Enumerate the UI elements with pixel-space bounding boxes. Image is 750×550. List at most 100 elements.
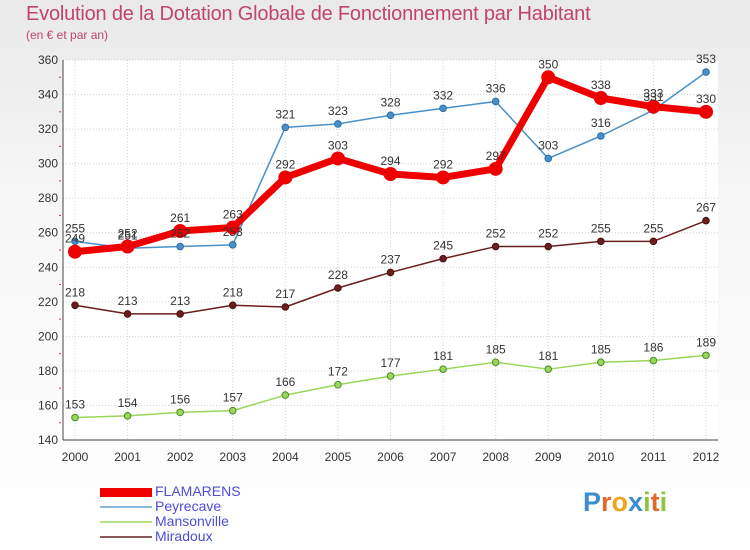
data-point-miradoux — [544, 242, 553, 251]
data-label-miradoux: 252 — [486, 227, 506, 241]
data-label-flamarens: 330 — [696, 92, 716, 106]
data-point-mansonville — [123, 412, 132, 420]
data-point-miradoux — [439, 254, 447, 263]
data-label-peyrecave: 251 — [118, 228, 138, 242]
data-point-miradoux — [649, 237, 658, 246]
data-label-mansonville: 177 — [380, 356, 400, 370]
data-point-miradoux — [334, 284, 342, 292]
data-label-miradoux: 245 — [433, 239, 453, 253]
data-point-miradoux — [386, 268, 395, 277]
y-tick-label: 180 — [38, 364, 58, 378]
x-tick-label: 2001 — [114, 450, 141, 464]
data-point-miradoux — [702, 216, 710, 225]
x-tick-label: 2012 — [693, 450, 720, 464]
data-point-miradoux — [491, 242, 500, 251]
data-point-miradoux — [228, 301, 237, 310]
data-point-peyrecave — [386, 111, 395, 120]
data-point-mansonville — [649, 356, 658, 365]
data-label-miradoux: 237 — [380, 252, 400, 266]
data-label-flamarens: 292 — [433, 157, 453, 171]
logo-letter: x — [628, 487, 644, 517]
data-point-miradoux — [281, 303, 290, 311]
data-point-mansonville — [439, 365, 447, 373]
data-point-flamarens — [68, 244, 82, 259]
data-point-peyrecave — [71, 237, 79, 246]
data-label-peyrecave: 316 — [591, 116, 611, 130]
legend-label: Peyrecave — [155, 498, 222, 514]
data-point-flamarens — [541, 70, 556, 85]
data-point-miradoux — [597, 237, 605, 246]
chart-subtitle: (en € et par an) — [26, 28, 109, 42]
data-point-peyrecave — [491, 97, 500, 106]
data-label-mansonville: 185 — [591, 342, 611, 356]
data-label-peyrecave: 321 — [275, 107, 295, 121]
data-label-peyrecave: 328 — [380, 95, 400, 109]
data-point-peyrecave — [544, 154, 553, 163]
series-layer: 218 213 213 218 217 228 237 245 252 252 255 255 267 1… — [65, 52, 716, 422]
data-label-mansonville: 181 — [538, 349, 558, 363]
data-point-peyrecave — [597, 132, 605, 140]
proxiti-logo: Proxiti — [583, 487, 667, 518]
data-label-peyrecave: 336 — [486, 81, 506, 95]
data-point-peyrecave — [334, 120, 342, 128]
data-label-flamarens: 303 — [328, 138, 348, 152]
data-point-flamarens — [173, 224, 188, 238]
x-tick-label: 2003 — [219, 450, 246, 464]
data-point-mansonville — [702, 351, 710, 360]
data-label-mansonville: 157 — [223, 391, 243, 405]
data-point-peyrecave — [281, 123, 290, 132]
logo-letter: o — [611, 487, 629, 517]
data-label-miradoux: 255 — [643, 221, 663, 235]
data-point-mansonville — [228, 406, 237, 415]
data-label-miradoux: 252 — [538, 227, 558, 241]
data-label-flamarens: 249 — [65, 232, 85, 246]
logo-letter: P — [583, 487, 602, 517]
y-tick-label: 160 — [38, 398, 58, 412]
y-tick-label: 220 — [38, 295, 58, 309]
legend-swatch — [100, 521, 152, 523]
data-point-flamarens — [383, 167, 398, 181]
data-label-mansonville: 153 — [65, 398, 85, 412]
data-point-mansonville — [281, 391, 290, 399]
y-tick-label: 260 — [38, 226, 58, 240]
data-point-flamarens — [488, 161, 503, 176]
y-tick-label: 140 — [38, 433, 58, 447]
data-point-flamarens — [593, 91, 608, 105]
y-tick-label: 300 — [38, 157, 58, 171]
data-point-mansonville — [386, 372, 395, 380]
x-tick-label: 2009 — [535, 450, 562, 464]
legend-swatch — [100, 506, 152, 508]
x-tick-label: 2000 — [62, 450, 89, 464]
logo-letter: r — [601, 487, 612, 517]
data-label-miradoux: 213 — [170, 294, 190, 308]
data-point-peyrecave — [228, 241, 237, 249]
x-tick-label: 2002 — [167, 450, 194, 464]
data-point-mansonville — [491, 358, 500, 367]
data-point-peyrecave — [439, 104, 447, 113]
data-point-flamarens — [120, 239, 135, 254]
data-point-peyrecave — [702, 68, 710, 76]
data-point-mansonville — [176, 408, 184, 417]
data-point-mansonville — [334, 380, 342, 389]
data-label-peyrecave: 353 — [696, 52, 716, 66]
legend-label: Mansonville — [155, 513, 229, 529]
data-label-mansonville: 185 — [486, 342, 506, 356]
data-label-mansonville: 189 — [696, 335, 716, 349]
y-tick-label: 240 — [38, 260, 58, 274]
data-label-miradoux: 213 — [118, 294, 138, 308]
y-tick-label: 280 — [38, 191, 58, 205]
axis-layer: 140 160 180 200 220 240 260 280 300 320 340 360 2000… — [38, 53, 720, 464]
data-point-flamarens — [436, 170, 451, 185]
data-label-miradoux: 267 — [696, 201, 716, 215]
data-label-peyrecave: 323 — [328, 104, 348, 118]
data-label-miradoux: 228 — [328, 268, 348, 282]
y-tick-label: 340 — [38, 88, 58, 102]
data-point-mansonville — [71, 413, 79, 422]
data-label-mansonville: 156 — [170, 392, 190, 406]
data-point-miradoux — [176, 310, 184, 318]
data-label-peyrecave: 253 — [223, 225, 243, 239]
data-label-peyrecave: 332 — [433, 88, 453, 102]
data-label-mansonville: 186 — [643, 341, 663, 355]
